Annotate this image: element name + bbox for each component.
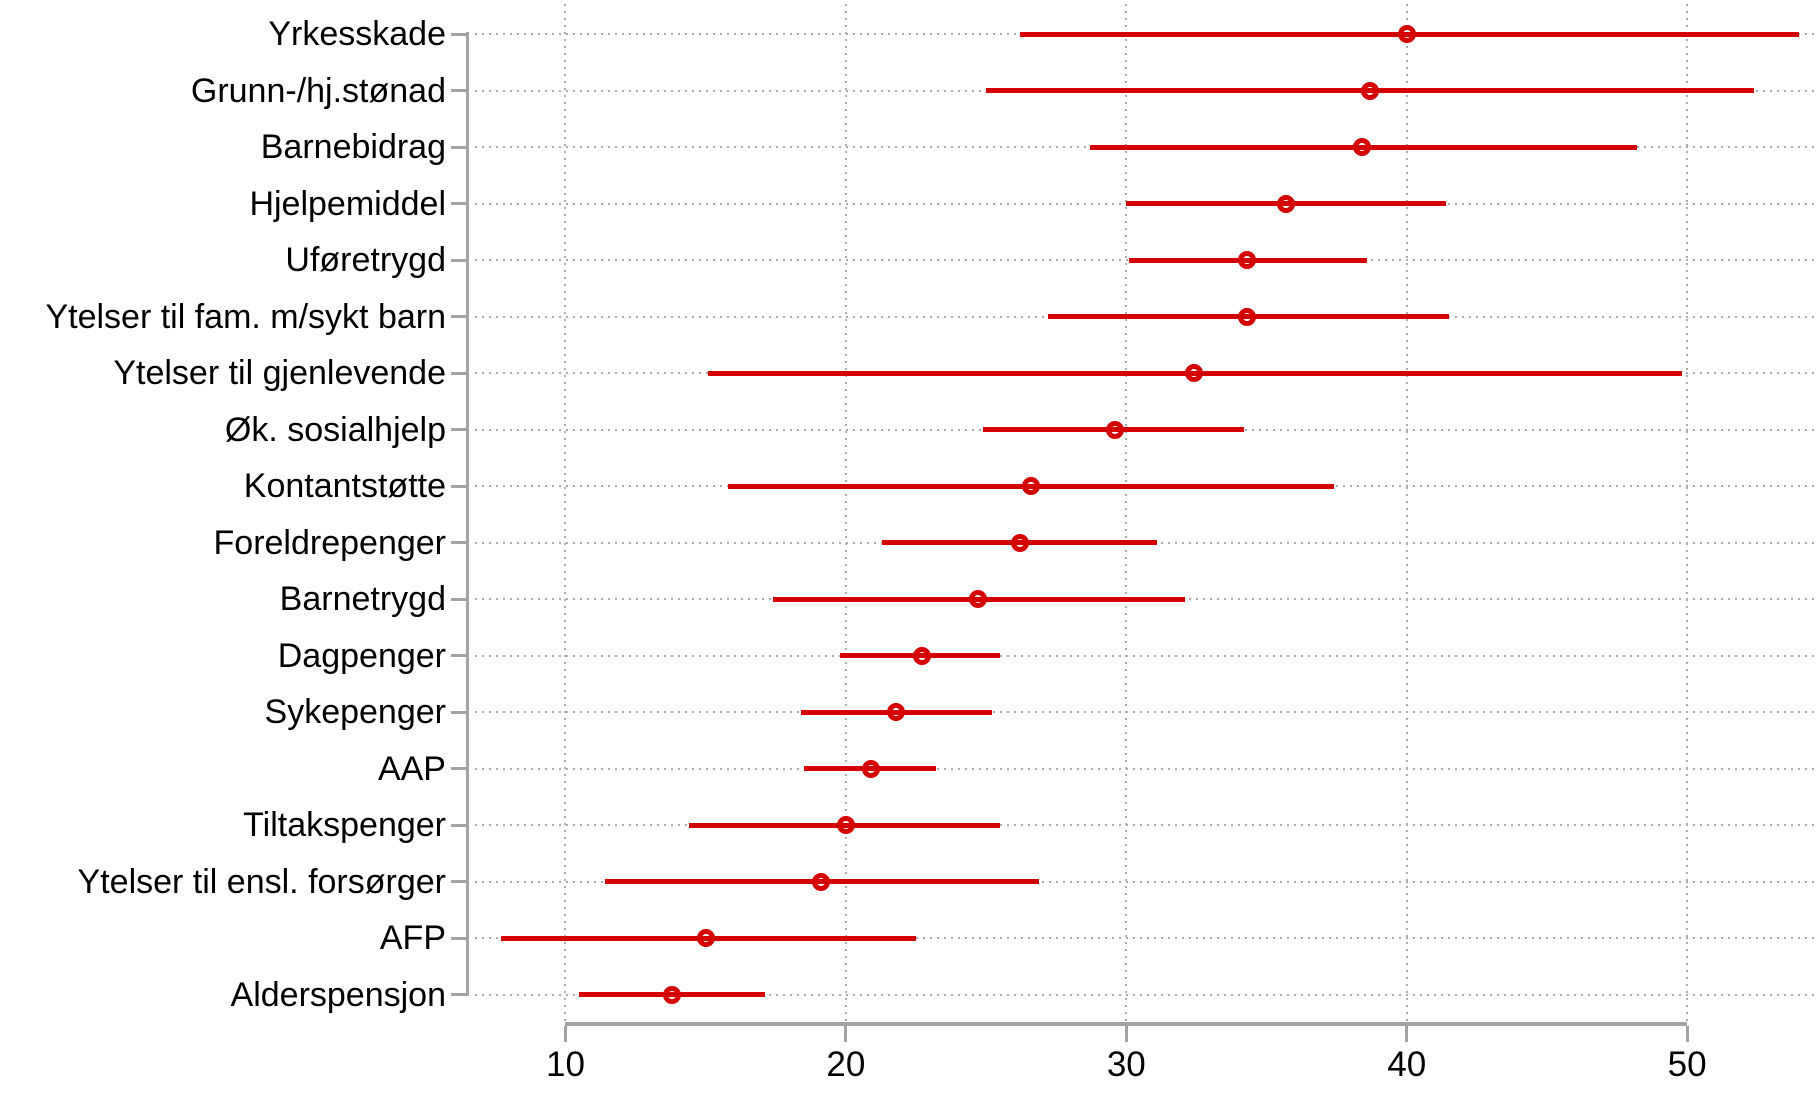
category-tick xyxy=(451,654,467,657)
category-tick xyxy=(451,880,467,883)
category-label: Ytelser til gjenlevende xyxy=(113,354,446,392)
category-label: Hjelpemiddel xyxy=(249,184,446,223)
row-guide-dotline xyxy=(475,767,1815,770)
category-label: AFP xyxy=(379,919,446,957)
y-axis-spine xyxy=(466,32,469,996)
category-tick xyxy=(451,145,467,149)
category-label: Øk. sosialhjelp xyxy=(224,410,446,449)
row-guide-dotline xyxy=(475,993,1815,996)
category-tick xyxy=(451,993,467,996)
point-marker xyxy=(1010,533,1029,552)
point-marker xyxy=(1277,194,1296,213)
category-label: Dagpenger xyxy=(277,636,446,675)
point-marker xyxy=(968,590,987,608)
category-tick xyxy=(451,202,467,205)
y-axis-category-labels: Yrkesskade Grunn-/hj.stønad Barnebidrag Hje… xyxy=(0,0,446,1101)
point-marker xyxy=(887,703,906,721)
category-label: Kontantstøtte xyxy=(243,467,446,505)
category-tick xyxy=(451,32,467,36)
gridline-x-10 xyxy=(564,4,567,1022)
gridline-x-40 xyxy=(1405,4,1408,1022)
point-marker xyxy=(1237,251,1256,269)
point-marker xyxy=(836,816,855,834)
category-label: Foreldrepenger xyxy=(213,523,446,562)
category-label: Uføretrygd xyxy=(285,241,446,279)
category-label: Ytelser til ensl. forsørger xyxy=(77,862,446,901)
row-guide-dotline xyxy=(475,654,1815,657)
point-marker xyxy=(912,646,931,665)
x-axis-tick-50 xyxy=(1685,1026,1689,1042)
category-label: Barnebidrag xyxy=(260,128,446,166)
x-axis-line xyxy=(565,1022,1688,1026)
x-axis-tick-10 xyxy=(563,1026,567,1042)
row-guide-dotline xyxy=(475,711,1815,713)
category-tick xyxy=(451,89,467,92)
x-axis-tick-label-40: 40 xyxy=(1387,1045,1427,1084)
category-label: Yrkesskade xyxy=(268,15,446,53)
category-label: AAP xyxy=(377,749,446,788)
point-marker xyxy=(1397,25,1416,43)
plot-area xyxy=(469,0,1815,1022)
category-tick xyxy=(451,597,467,601)
category-tick xyxy=(451,823,467,827)
category-label: Ytelser til fam. m/sykt barn xyxy=(45,297,446,336)
x-axis-tick-label-20: 20 xyxy=(826,1045,866,1084)
x-axis-tick-label-30: 30 xyxy=(1106,1045,1146,1084)
category-tick xyxy=(451,315,467,318)
x-axis-tick-30 xyxy=(1124,1026,1128,1042)
point-marker xyxy=(1361,81,1380,100)
gridline-x-30 xyxy=(1125,4,1128,1022)
point-marker xyxy=(1352,138,1371,156)
category-tick xyxy=(451,371,467,375)
category-tick xyxy=(451,484,467,488)
x-axis-tick-40 xyxy=(1405,1026,1409,1042)
gridline-x-20 xyxy=(844,4,847,1022)
row-guide-dotline xyxy=(475,880,1815,883)
row-guide-dotline xyxy=(475,824,1815,826)
point-marker xyxy=(663,985,682,1004)
point-marker xyxy=(811,872,830,891)
category-label: Barnetrygd xyxy=(279,580,446,618)
x-axis-tick-label-10: 10 xyxy=(545,1045,585,1084)
x-axis-tick-20 xyxy=(844,1026,848,1042)
category-tick xyxy=(451,258,467,262)
gridline-x-50 xyxy=(1686,4,1689,1022)
category-label: Tiltakspenger xyxy=(243,806,446,844)
category-tick xyxy=(451,541,467,544)
point-marker xyxy=(862,759,881,778)
row-guide-dotline xyxy=(475,937,1815,939)
category-tick xyxy=(451,428,467,431)
point-marker xyxy=(1106,420,1125,439)
category-label: Sykepenger xyxy=(264,693,446,731)
point-marker xyxy=(1184,364,1203,382)
category-label: Alderspensjon xyxy=(230,975,446,1014)
x-axis-tick-label-50: 50 xyxy=(1667,1045,1707,1084)
category-tick xyxy=(451,710,467,714)
category-tick xyxy=(451,767,467,770)
point-marker xyxy=(696,929,715,947)
category-label: Grunn-/hj.stønad xyxy=(190,71,446,110)
category-tick xyxy=(451,936,467,940)
point-marker xyxy=(1021,477,1040,495)
point-marker xyxy=(1237,307,1256,326)
